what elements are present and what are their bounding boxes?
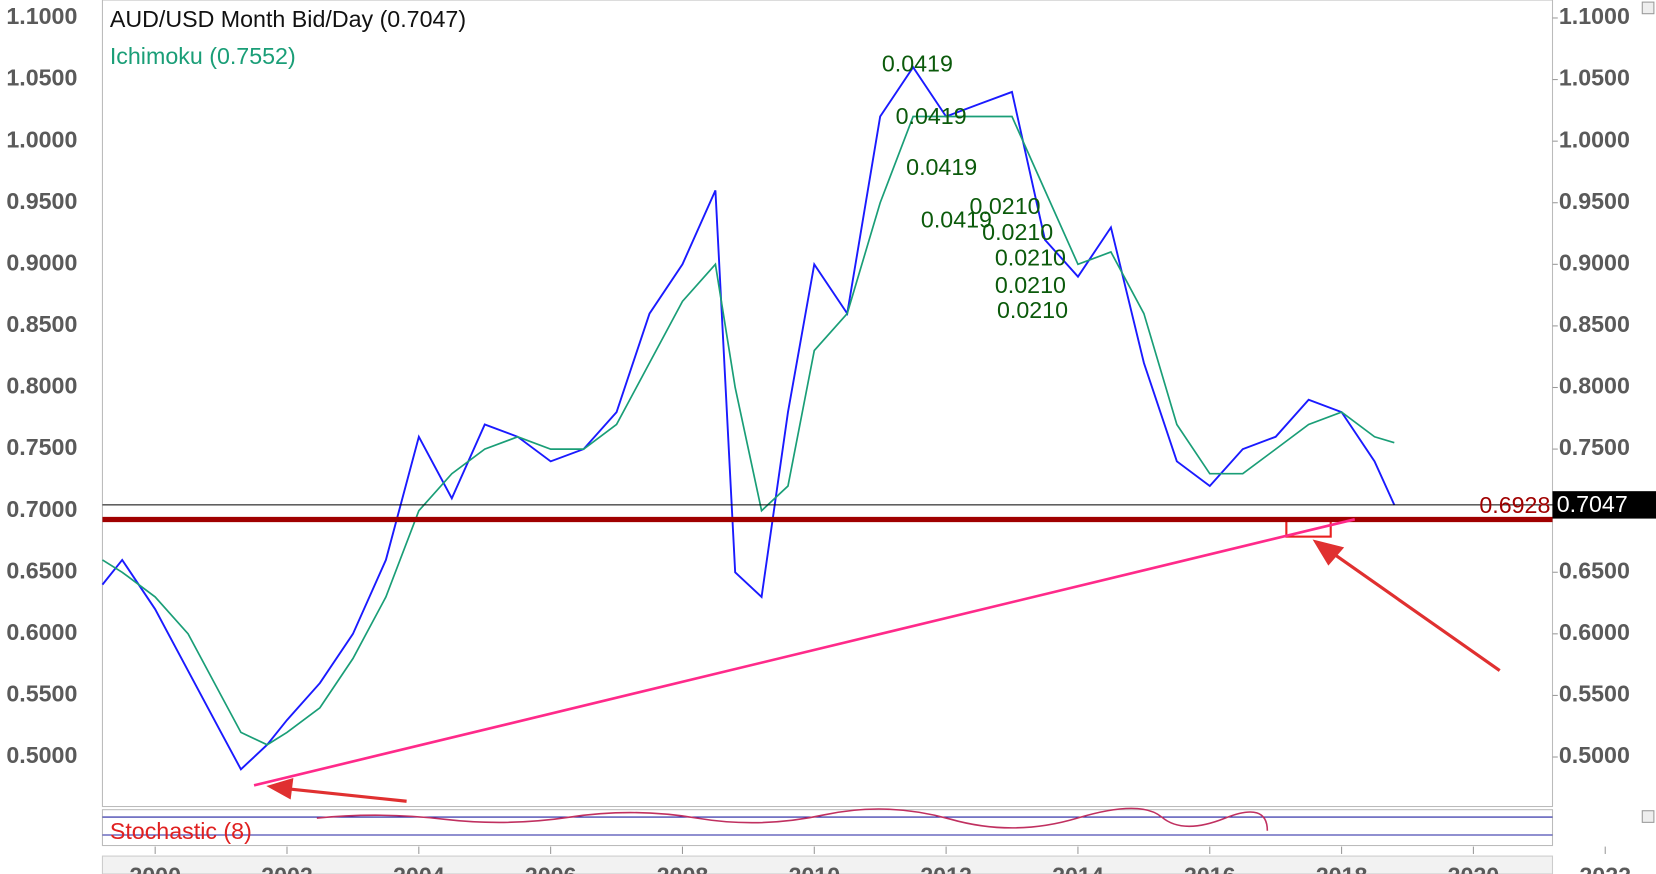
y-tick-label: 1.0000	[6, 126, 77, 152]
x-tick-label: 2008	[657, 862, 709, 874]
trendline	[253, 518, 1356, 787]
chart-title: AUD/USD Month Bid/Day (0.7047)	[110, 6, 466, 32]
annotation: 0.0419	[882, 51, 953, 77]
y-tick-label-right: 0.6500	[1559, 557, 1630, 583]
annotation: 0.0419	[906, 154, 977, 180]
last-price-box	[1552, 491, 1656, 519]
price-line	[101, 65, 1396, 771]
y-tick-label-right: 1.0000	[1559, 126, 1630, 152]
last-price-label: 0.7047	[1557, 491, 1628, 517]
y-tick-label: 0.8500	[6, 311, 77, 337]
arrow	[1327, 549, 1501, 672]
y-tick-label: 0.8000	[6, 373, 77, 399]
y-tick-label-right: 1.0500	[1559, 65, 1630, 91]
y-tick-label: 0.9500	[6, 188, 77, 214]
support-label: 0.6928	[1479, 492, 1550, 518]
y-tick-label: 0.7000	[6, 496, 77, 522]
y-tick-label-right: 0.8000	[1559, 373, 1630, 399]
x-tick-label: 2002	[261, 862, 313, 874]
y-tick-label: 0.5500	[6, 681, 77, 707]
y-tick-label: 0.9000	[6, 249, 77, 275]
y-tick-label-right: 1.1000	[1559, 3, 1630, 29]
y-tick-label: 0.7500	[6, 434, 77, 460]
plot-frame	[101, 0, 1554, 808]
annotation: 0.0419	[921, 207, 992, 233]
x-tick-label: 2000	[129, 862, 181, 874]
annotation: 0.0210	[995, 244, 1066, 270]
time-scrollbar[interactable]	[101, 855, 1554, 874]
x-tick-label: 2010	[788, 862, 840, 874]
arrow	[284, 787, 407, 803]
close-button[interactable]	[1641, 810, 1655, 823]
arrow-head	[1312, 539, 1345, 566]
arrows	[266, 539, 1501, 803]
x-tick-label: 2018	[1316, 862, 1368, 874]
close-button[interactable]	[1641, 1, 1655, 15]
x-tick-label: 2012	[920, 862, 972, 874]
indicator-label: Stochastic (8)	[110, 818, 252, 844]
annotation: 0.0210	[997, 297, 1068, 323]
y-tick-label-right: 0.5500	[1559, 681, 1630, 707]
arrow-head	[266, 777, 294, 800]
y-tick-label: 0.5000	[6, 742, 77, 768]
indicator-frame	[101, 809, 1554, 847]
y-tick-label-right: 0.8500	[1559, 311, 1630, 337]
x-tick-label: 2014	[1052, 862, 1104, 874]
y-tick-label-right: 0.5000	[1559, 742, 1630, 768]
x-tick-label: 2016	[1184, 862, 1236, 874]
y-tick-label: 0.6500	[6, 557, 77, 583]
price-line	[101, 115, 1395, 746]
x-tick-label: 2004	[393, 862, 445, 874]
annotation: 0.0210	[995, 272, 1066, 298]
y-tick-label-right: 0.7500	[1559, 434, 1630, 460]
annotation: 0.0210	[970, 193, 1041, 219]
annotation: 0.0210	[982, 219, 1053, 245]
x-tick-label: 2020	[1448, 862, 1500, 874]
y-tick-label-right: 0.6000	[1559, 619, 1630, 645]
x-tick-label: 2006	[525, 862, 577, 874]
plot-area	[101, 65, 1396, 771]
x-tick-label: 2022	[1579, 862, 1631, 874]
y-tick-label: 1.1000	[6, 3, 77, 29]
y-tick-label: 1.0500	[6, 65, 77, 91]
y-tick-label: 0.6000	[6, 619, 77, 645]
y-tick-label-right: 0.9000	[1559, 249, 1630, 275]
annotation: 0.0419	[896, 103, 967, 129]
legend-entry: Ichimoku (0.7552)	[110, 43, 296, 69]
stochastic-curve	[316, 807, 1269, 831]
y-tick-label-right: 0.9500	[1559, 188, 1630, 214]
